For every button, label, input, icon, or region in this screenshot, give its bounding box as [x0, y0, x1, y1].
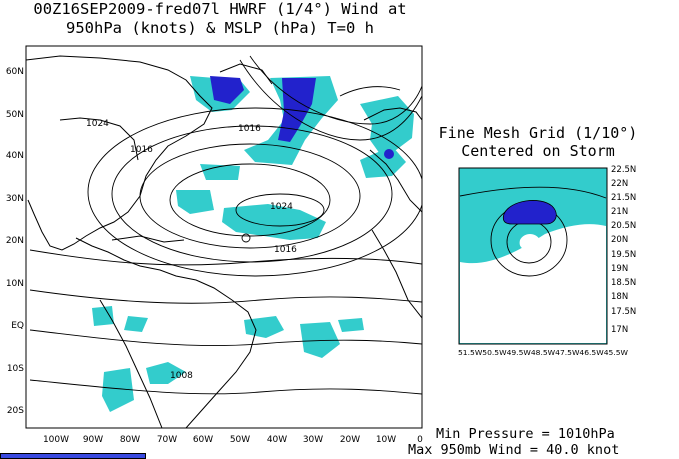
progress-bar [0, 453, 146, 459]
lon-label: 70W [157, 435, 177, 445]
isobar-labels: 1024 1016 1016 1024 1016 1008 [86, 119, 297, 381]
isobar-label: 1024 [270, 202, 293, 212]
lon-labels: 100W 90W 80W 70W 60W 50W 40W 30W 20W 10W… [43, 435, 423, 445]
lon-label: 10W [376, 435, 396, 445]
map-title: 00Z16SEP2009-fred07l HWRF (1/4°) Wind at… [0, 0, 440, 38]
strong-wind-shading [210, 76, 394, 159]
lat-label: 30N [6, 194, 24, 204]
lat-label: 10S [7, 364, 24, 374]
lat-label: 20N [6, 236, 24, 246]
isobar-label: 1008 [170, 371, 193, 381]
coastlines [26, 55, 422, 428]
isobars [29, 55, 422, 395]
lat-label: 20S [7, 406, 24, 416]
inset-lat-label: 18N [611, 292, 628, 302]
inset-lat-labels: 22.5N 22N 21.5N 21N 20.5N 20N 19.5N 19N … [611, 165, 636, 335]
inset-lat-label: 21.5N [611, 193, 636, 203]
inset-center [519, 234, 541, 250]
title-line-1: 00Z16SEP2009-fred07l HWRF (1/4°) Wind at [33, 0, 407, 18]
isobar-label: 1016 [238, 124, 261, 134]
lat-label: 50N [6, 110, 24, 120]
inset-lat-label: 20.5N [611, 221, 636, 231]
lat-label: EQ [11, 321, 24, 331]
inset-title-line-2: Centered on Storm [461, 142, 615, 160]
inset-isobar [459, 186, 607, 199]
lon-label: 50W [230, 435, 250, 445]
lat-label: 10N [6, 279, 24, 289]
inset-lon-labels: 51.5W50.5W49.5W48.5W47.5W46.5W45.5W [458, 348, 628, 357]
isobar-label: 1016 [274, 245, 297, 255]
title-line-2: 950hPa (knots) & MSLP (hPa) T=0 h [66, 19, 374, 37]
inset-strong-wind [502, 200, 557, 225]
lon-label: 40W [267, 435, 287, 445]
inset-lat-label: 17N [611, 325, 628, 335]
lon-label: 30W [303, 435, 323, 445]
lon-label: 80W [120, 435, 140, 445]
inset-lat-label: 21N [611, 207, 628, 217]
inset-map: 22.5N 22N 21.5N 21N 20.5N 20N 19.5N 19N … [458, 165, 636, 357]
inset-lat-label: 19.5N [611, 250, 636, 260]
lon-label: 60W [193, 435, 213, 445]
isobar-label: 1016 [130, 145, 153, 155]
lon-label: 20W [340, 435, 360, 445]
inset-lat-label: 22N [611, 179, 628, 189]
inset-title-line-1: Fine Mesh Grid (1/10°) [438, 124, 638, 142]
max-wind: Max 950mb Wind = 40.0 knot [408, 442, 620, 458]
inset-title: Fine Mesh Grid (1/10°) Centered on Storm [428, 124, 648, 160]
lon-label: 0 [417, 435, 423, 445]
lat-labels: 60N 50N 40N 30N 20N 10N EQ 10S 20S [6, 67, 24, 416]
inset-lat-label: 20N [611, 235, 628, 245]
inset-lat-label: 19N [611, 264, 628, 274]
lon-label: 100W [43, 435, 69, 445]
isobar-label: 1024 [86, 119, 109, 129]
min-pressure: Min Pressure = 1010hPa [436, 426, 615, 442]
inset-land [460, 224, 606, 343]
inset-lat-label: 18.5N [611, 278, 636, 288]
inset-lat-label: 17.5N [611, 307, 636, 317]
lat-label: 40N [6, 151, 24, 161]
lon-label: 90W [83, 435, 103, 445]
lat-label: 60N [6, 67, 24, 77]
inset-lat-label: 22.5N [611, 165, 636, 175]
